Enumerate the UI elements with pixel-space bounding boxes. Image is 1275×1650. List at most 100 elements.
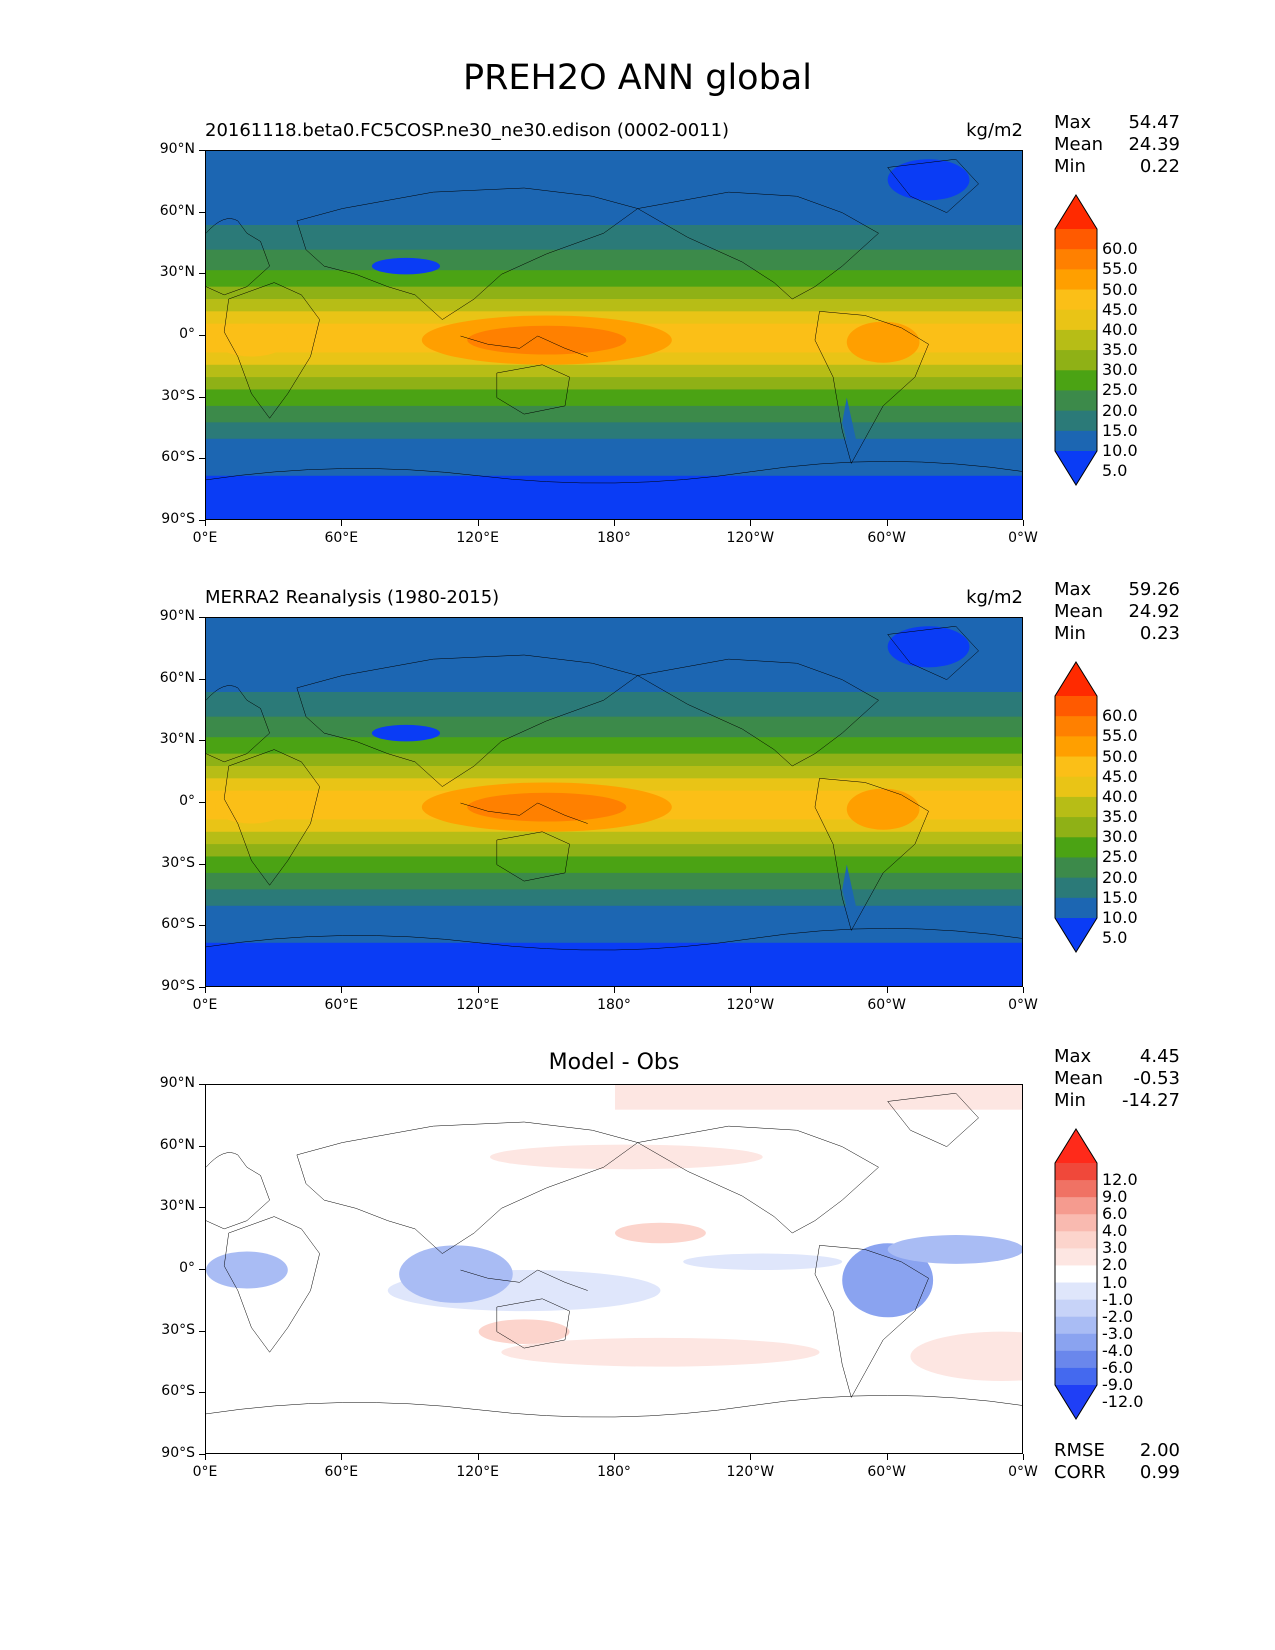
colorbar-tick-label: 50.0 xyxy=(1102,279,1138,299)
colorbar-segment xyxy=(1055,1282,1097,1301)
colorbar-segment xyxy=(1055,1197,1097,1215)
colorbar-extend-max xyxy=(1055,195,1097,229)
andes-dry xyxy=(842,864,856,927)
colorbar-segment xyxy=(1055,1163,1097,1181)
colorbar-extend-max xyxy=(1055,1129,1097,1163)
lat-tick-label: 0° xyxy=(179,326,195,342)
stat-value-corr: 0.99 xyxy=(1139,1462,1180,1483)
colorbar-segment xyxy=(1055,1299,1097,1318)
coastline xyxy=(224,1217,319,1353)
pw-band xyxy=(206,655,1022,694)
colorbar-segment xyxy=(1055,696,1097,717)
pw-band xyxy=(206,716,1022,739)
colorbar-segment xyxy=(1055,756,1097,778)
pw-band xyxy=(206,188,1022,227)
pw-band xyxy=(206,389,1022,407)
africa-moist xyxy=(215,323,288,357)
lon-tick-label: 0°W xyxy=(1008,997,1038,1013)
pw-band xyxy=(206,831,1022,846)
pw-band xyxy=(206,151,1022,190)
lat-tick-mark xyxy=(199,1454,205,1455)
colorbar-diff xyxy=(1054,1128,1098,1420)
colorbar-tick-label: 40.0 xyxy=(1102,319,1138,339)
pw-band xyxy=(206,377,1022,391)
lon-tick-mark xyxy=(341,1454,343,1460)
lon-tick-mark xyxy=(1023,1454,1024,1460)
colorbar-tick-label: 50.0 xyxy=(1102,746,1138,766)
stat-value-min: 0.22 xyxy=(1139,156,1180,177)
lat-tick-label: 30°N xyxy=(159,264,195,281)
colorbar-extend-min xyxy=(1055,918,1097,952)
colorbar-segment xyxy=(1055,716,1097,737)
lon-tick-mark xyxy=(886,1454,888,1460)
lon-tick-mark xyxy=(341,520,343,526)
figure-title: PREH2O ANN global xyxy=(463,58,812,98)
stat-value-min: 0.23 xyxy=(1139,623,1180,644)
coastline xyxy=(297,188,638,320)
colorbar-tick-label: -12.0 xyxy=(1102,1392,1144,1412)
pw-band xyxy=(206,692,1022,718)
lat-tick-mark xyxy=(199,802,205,803)
lat-tick-label: 90°S xyxy=(161,978,195,994)
colorbar-tick-label: 35.0 xyxy=(1102,340,1138,360)
lat-tick-mark xyxy=(199,1207,205,1209)
lat-tick-mark xyxy=(199,678,205,680)
stat-value-mean: -0.53 xyxy=(1133,1068,1180,1089)
stat-label-mean: Mean xyxy=(1054,134,1104,155)
panel-1-title: 20161118.beta0.FC5COSP.ne30_ne30.edison … xyxy=(205,120,730,141)
greenland-dry xyxy=(887,159,970,201)
coastline xyxy=(497,832,570,881)
lon-tick-mark xyxy=(886,987,888,993)
stat-value-rmse: 2.00 xyxy=(1139,1440,1180,1461)
colorbar-tick-label: 2.0 xyxy=(1102,1255,1128,1275)
coastline xyxy=(888,159,979,212)
lat-tick-mark xyxy=(199,1392,205,1394)
coastline xyxy=(460,1270,587,1291)
coastline xyxy=(815,1245,929,1397)
panel-2-units: kg/m2 xyxy=(966,587,1023,608)
colorbar-tick-label: -6.0 xyxy=(1102,1357,1134,1377)
lat-tick-mark xyxy=(199,520,205,521)
colorbar-extend-max xyxy=(1055,662,1097,696)
colorbar-tick-label: 45.0 xyxy=(1102,299,1138,319)
pw-band xyxy=(206,942,1022,986)
lat-tick-mark xyxy=(199,150,205,151)
coastline xyxy=(638,659,879,766)
colorbar-segment xyxy=(1055,410,1097,432)
water-vapor-field xyxy=(206,151,1022,519)
colorbar-segment xyxy=(1055,370,1097,391)
panel-1-units: kg/m2 xyxy=(966,120,1023,141)
colorbar-segment xyxy=(1055,1350,1097,1369)
colorbar-tick-label: 60.0 xyxy=(1102,239,1138,259)
lon-tick-mark xyxy=(477,987,479,993)
coastline xyxy=(224,283,319,419)
colorbar-segment xyxy=(1055,817,1097,838)
coastline xyxy=(497,1299,570,1348)
colorbar-tick-label: 60.0 xyxy=(1102,706,1138,726)
colorbar-tick-label: 5.0 xyxy=(1102,928,1128,948)
lat-tick-mark xyxy=(199,458,205,460)
colorbar-segment xyxy=(1055,857,1097,879)
lat-tick-label: 30°N xyxy=(159,1198,195,1215)
panel-2-map xyxy=(205,617,1023,987)
lat-tick-label: 60°N xyxy=(159,1136,195,1153)
stat-label-max: Max xyxy=(1054,112,1092,133)
colorbar-tick-label: 30.0 xyxy=(1102,360,1138,380)
coastline xyxy=(638,192,879,299)
africa-moist xyxy=(215,790,288,824)
coastline xyxy=(497,365,570,414)
coastline xyxy=(460,336,587,357)
diff-npac xyxy=(490,1144,763,1170)
lat-tick-mark xyxy=(199,396,205,398)
lon-tick-mark xyxy=(1023,520,1024,526)
colorbar-segment xyxy=(1055,329,1097,351)
lat-tick-mark xyxy=(199,1269,205,1270)
colorbar-tick-label: 4.0 xyxy=(1102,1221,1128,1241)
diff-spac xyxy=(501,1337,820,1367)
lon-tick-label: 60°W xyxy=(867,530,906,546)
lon-tick-mark xyxy=(477,1454,479,1460)
lat-tick-label: 0° xyxy=(179,1260,195,1276)
lon-tick-label: 60°E xyxy=(324,530,359,546)
diff-indo xyxy=(399,1245,513,1303)
colorbar-segment xyxy=(1055,1316,1097,1335)
